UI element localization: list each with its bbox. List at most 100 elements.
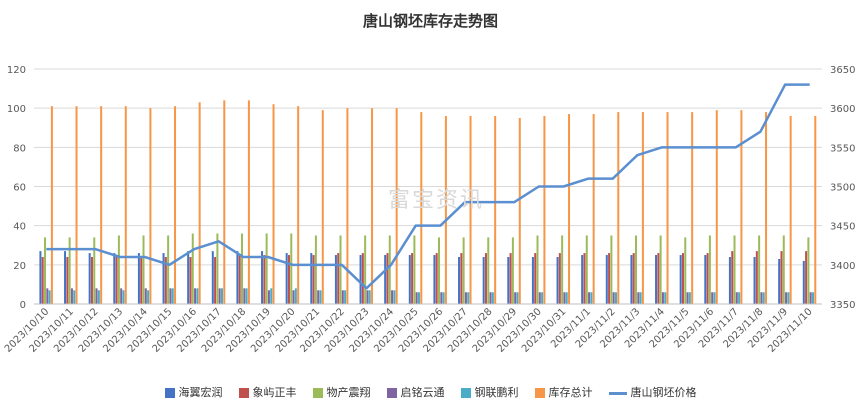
bar <box>440 292 443 304</box>
bar <box>684 237 687 304</box>
bar <box>287 255 290 304</box>
bar <box>140 257 143 304</box>
bar <box>666 112 669 304</box>
chart-legend: 海翼宏润 象屿正丰 物产震翔 启铭云通 钢联鹏利 库存总计 唐山钢坯价格 <box>0 384 861 400</box>
bar <box>68 237 71 304</box>
bar <box>361 253 364 304</box>
bar <box>612 292 615 304</box>
legend-item: 库存总计 <box>534 384 593 400</box>
bar <box>39 251 42 304</box>
bar <box>214 257 217 304</box>
bar <box>371 108 374 305</box>
bar <box>807 237 810 304</box>
bar <box>261 251 264 304</box>
bar <box>236 251 239 304</box>
bar <box>467 292 470 304</box>
bar <box>64 251 67 304</box>
bar <box>581 255 584 304</box>
legend-item: 钢联鹏利 <box>460 384 519 400</box>
bar <box>563 292 566 304</box>
bar <box>413 235 416 304</box>
bar <box>339 235 342 304</box>
bar <box>785 292 788 304</box>
y-left-tick-label: 120 <box>7 65 26 76</box>
bar <box>568 114 571 305</box>
bar <box>691 112 694 304</box>
bar <box>507 257 510 304</box>
legend-label: 库存总计 <box>548 386 593 399</box>
legend-item: 象屿正丰 <box>238 384 297 400</box>
bar <box>531 257 534 304</box>
bar <box>641 112 644 304</box>
bar <box>272 104 275 304</box>
bar <box>169 288 172 304</box>
bar <box>218 288 221 304</box>
bar <box>263 255 266 304</box>
bar <box>789 116 792 304</box>
bar <box>90 257 93 304</box>
bar <box>518 117 521 304</box>
legend-swatch <box>460 388 471 398</box>
bar <box>319 290 322 304</box>
bar <box>167 235 170 304</box>
bar <box>174 106 177 304</box>
bar <box>124 106 127 304</box>
bar <box>632 253 635 304</box>
legend-label: 钢联鹏利 <box>474 386 519 399</box>
bar <box>41 257 44 304</box>
bar <box>583 253 586 304</box>
bar <box>610 235 613 304</box>
bar <box>617 112 620 304</box>
bar <box>50 106 53 304</box>
bar <box>117 235 120 304</box>
bar <box>657 253 660 304</box>
bar <box>588 292 591 304</box>
y-left-tick-label: 100 <box>7 104 26 115</box>
bar <box>509 253 512 304</box>
bar <box>659 235 662 304</box>
bar <box>614 292 617 304</box>
bar <box>706 253 709 304</box>
legend-swatch <box>312 388 323 398</box>
y-right-tick-label: 3600 <box>830 104 855 115</box>
bar <box>384 255 387 304</box>
bar <box>267 290 270 304</box>
bar <box>630 255 633 304</box>
bar <box>511 237 514 304</box>
bar <box>334 255 337 304</box>
bar <box>713 292 716 304</box>
bar <box>120 288 123 304</box>
bar <box>494 116 497 304</box>
bar <box>391 290 394 304</box>
bar <box>48 290 51 304</box>
bar <box>337 253 340 304</box>
bar <box>778 258 781 304</box>
bar <box>782 235 785 304</box>
bar <box>93 237 96 304</box>
bar <box>223 100 226 304</box>
legend-label: 启铭云通 <box>400 386 445 399</box>
legend-swatch <box>608 391 627 395</box>
bar <box>144 288 147 304</box>
bar <box>728 257 731 304</box>
bar <box>294 288 297 304</box>
y-right-tick-label: 3550 <box>830 143 855 154</box>
legend-label: 海翼宏润 <box>178 386 223 399</box>
y-right-tick-label: 3400 <box>830 261 855 272</box>
bar <box>558 253 561 304</box>
legend-item: 海翼宏润 <box>164 384 223 400</box>
bar <box>679 255 682 304</box>
bar <box>731 251 734 304</box>
bar <box>321 110 324 304</box>
bar <box>66 257 69 304</box>
bar <box>740 110 743 304</box>
bar <box>216 233 219 304</box>
bar <box>780 251 783 304</box>
bar <box>297 106 300 304</box>
bar <box>196 288 199 304</box>
bar <box>285 253 288 304</box>
bar <box>590 292 593 304</box>
bar <box>265 233 268 304</box>
y-right-tick-label: 3350 <box>830 300 855 311</box>
bar <box>811 292 814 304</box>
